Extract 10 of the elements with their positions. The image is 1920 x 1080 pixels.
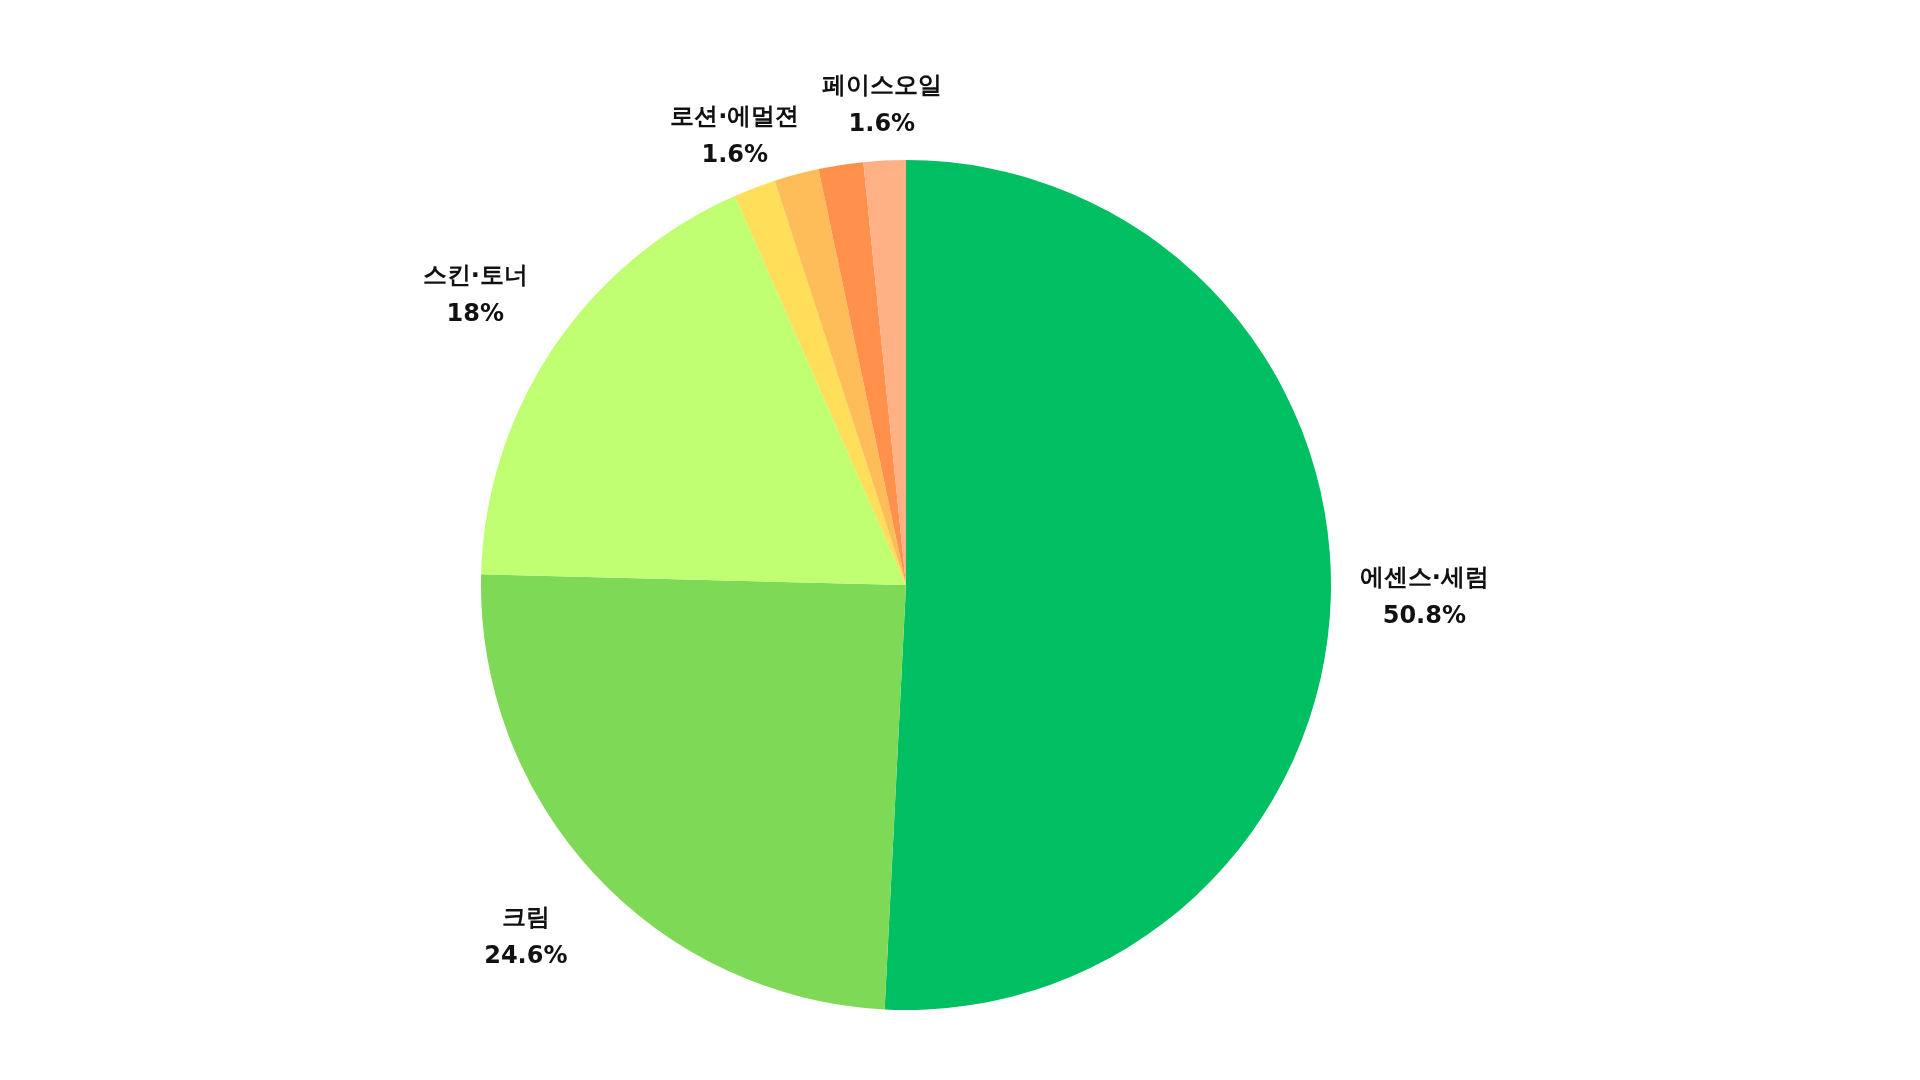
data-label: 50.8%	[1382, 601, 1466, 630]
slice-label: 페이스오일	[821, 70, 942, 99]
data-label: 18%	[446, 299, 505, 328]
slice-label: 스킨·토너	[422, 261, 528, 290]
data-label: 1.6%	[701, 139, 769, 168]
slice-label: 크림	[501, 902, 550, 931]
data-label: 24.6%	[484, 940, 568, 969]
data-label: 1.6%	[848, 108, 916, 137]
slice-label: 로션·에멀젼	[670, 101, 800, 130]
slice-label: 에센스·세럼	[1359, 563, 1489, 592]
